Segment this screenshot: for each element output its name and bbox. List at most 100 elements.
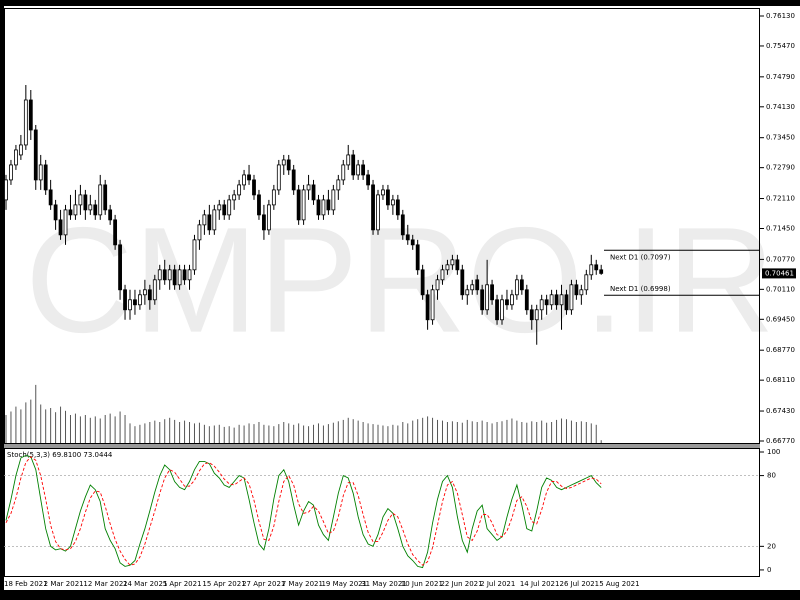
candle-body <box>386 189 390 206</box>
candle-body <box>455 259 460 271</box>
candle-body <box>351 154 356 176</box>
candle-body <box>559 294 564 306</box>
candle-body <box>271 189 276 206</box>
candle-body <box>227 199 232 216</box>
watermark: CMPRO.IR <box>25 196 775 364</box>
candle-body <box>68 209 73 216</box>
candle-body <box>311 184 316 201</box>
candle-body <box>232 194 237 201</box>
candle-body <box>495 299 499 321</box>
candle-body <box>529 309 534 321</box>
candle-body <box>460 269 465 296</box>
candle-body <box>589 264 594 276</box>
candle-body <box>549 294 554 306</box>
candle-body <box>108 209 113 221</box>
x-tick-label: 2 Jul 2021 <box>480 580 515 588</box>
y-tick-label: 0.74790 <box>766 73 795 81</box>
stoch-tick-label: 20 <box>767 542 776 550</box>
candle-body <box>9 164 13 181</box>
candle-body <box>28 99 33 131</box>
candle-body <box>172 269 177 286</box>
candle-body <box>485 284 490 311</box>
candle-body <box>321 199 326 216</box>
y-tick-label: 0.74130 <box>766 103 795 111</box>
candle-body <box>63 209 68 236</box>
candle-body <box>534 309 539 321</box>
candle-body <box>574 284 579 296</box>
y-tick-label: 0.68770 <box>766 346 795 354</box>
x-tick-label: 31 May 2021 <box>361 580 407 588</box>
candle-body <box>222 204 227 216</box>
current-price-label: 0.70461 <box>765 269 794 277</box>
y-tick-label: 0.72110 <box>766 195 795 203</box>
x-tick-label: 7 May 2021 <box>282 580 323 588</box>
candle-body <box>415 244 420 271</box>
y-tick-label: 0.76130 <box>766 12 795 20</box>
y-tick-label: 0.69450 <box>766 315 795 323</box>
x-tick-label: 27 Apr 2021 <box>242 580 285 588</box>
y-tick-label: 0.67430 <box>766 407 795 415</box>
stoch-label: Stoch(5,3,3) 69.8100 73.0444 <box>7 451 113 459</box>
candle-body <box>584 274 589 291</box>
current-price-box <box>762 268 796 279</box>
candle-body <box>425 294 430 321</box>
candle-body <box>346 154 351 166</box>
candle-body <box>78 194 83 206</box>
stoch-tick-label: 0 <box>767 566 771 574</box>
pivot-label: Next D1 (0.7097) <box>610 253 671 261</box>
candle-body <box>23 99 28 146</box>
main-pane <box>4 8 760 444</box>
candle-body <box>356 164 361 176</box>
candle-body <box>306 184 311 191</box>
candle-body <box>286 159 291 171</box>
candle-body <box>133 299 137 306</box>
candle-body <box>58 219 63 236</box>
y-tick-label: 0.66770 <box>766 437 795 445</box>
x-tick-label: 12 Mar 2021 <box>83 580 127 588</box>
candle-body <box>192 239 197 271</box>
x-tick-label: 5 Apr 2021 <box>163 580 202 588</box>
candle-body <box>361 164 366 176</box>
candle-body <box>182 269 187 281</box>
candle-body <box>167 269 172 281</box>
candle-body <box>301 189 306 221</box>
candle-body <box>157 269 162 281</box>
candle-body <box>430 289 435 321</box>
candle-body <box>43 164 48 191</box>
y-tick-label: 0.70110 <box>766 285 795 293</box>
candle-body <box>371 184 375 231</box>
candle-body <box>514 279 519 296</box>
candle-body <box>490 284 494 301</box>
candle-body <box>217 204 222 211</box>
candle-body <box>262 214 266 231</box>
candle-body <box>554 294 559 306</box>
candle-body <box>18 144 23 156</box>
candle-body <box>296 189 301 221</box>
candle-body <box>4 179 8 201</box>
x-tick-label: 18 Feb 2021 <box>4 580 48 588</box>
candle-body <box>500 299 504 321</box>
candle-body <box>539 299 544 311</box>
candle-body <box>524 289 529 311</box>
candle-body <box>544 299 549 306</box>
candle-body <box>142 289 147 296</box>
candle-body <box>410 239 415 246</box>
candle-body <box>435 279 440 291</box>
candle-body <box>336 179 341 191</box>
candle-body <box>252 179 256 196</box>
candle-body <box>395 199 400 216</box>
x-tick-label: 22 Jun 2021 <box>440 580 482 588</box>
x-tick-label: 26 Jul 2021 <box>560 580 600 588</box>
candle-body <box>93 204 98 216</box>
candle-body <box>316 199 321 216</box>
candle-body <box>341 164 346 181</box>
y-tick-label: 0.71450 <box>766 224 795 232</box>
candle-body <box>564 294 569 311</box>
pane-separator <box>4 444 760 448</box>
candle-body <box>505 299 509 306</box>
y-tick-label: 0.68110 <box>766 376 795 384</box>
candle-body <box>83 194 88 211</box>
candle-body <box>331 189 336 211</box>
